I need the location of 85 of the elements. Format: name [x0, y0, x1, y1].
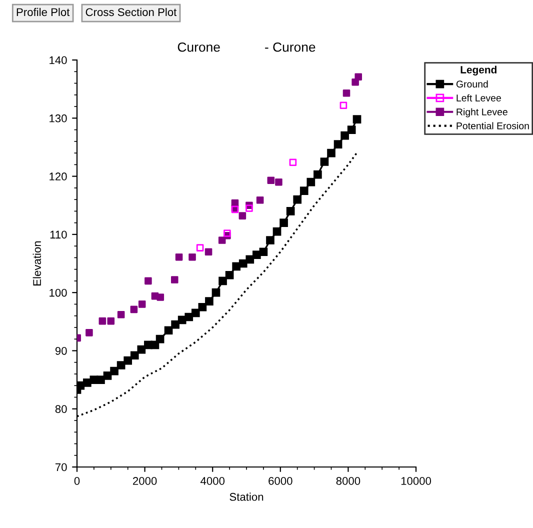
- y-axis-title: Elevation: [32, 241, 41, 286]
- y-tick-label: 110: [50, 230, 67, 239]
- point: [352, 115, 362, 124]
- point: [218, 276, 227, 286]
- y-tick-label: 100: [50, 288, 67, 297]
- point: [224, 230, 231, 237]
- x-tick-label: 10000: [401, 477, 432, 485]
- y-tick-label: 80: [55, 405, 67, 413]
- point: [96, 376, 105, 384]
- point: [232, 262, 240, 271]
- point: [266, 236, 274, 244]
- text: Cross Section Plot: [86, 8, 177, 16]
- point: [175, 253, 183, 261]
- point: [218, 236, 226, 244]
- point: [314, 170, 322, 179]
- y-tick-label: 130: [50, 114, 67, 122]
- point: [191, 308, 200, 318]
- y-tick-label: 90: [55, 346, 67, 355]
- point: [116, 361, 126, 370]
- legend-label: Right Levee: [456, 108, 508, 118]
- point: [300, 186, 308, 195]
- point: [137, 345, 146, 354]
- point: [204, 248, 212, 256]
- point: [83, 378, 92, 387]
- point: [246, 204, 253, 212]
- point: [327, 148, 336, 158]
- legend-label: Left Levee: [456, 94, 501, 102]
- point: [286, 207, 295, 216]
- point: [188, 253, 196, 261]
- point: [156, 334, 164, 344]
- point: [170, 276, 178, 284]
- point: [275, 178, 282, 186]
- point: [320, 158, 329, 166]
- point: [289, 158, 297, 166]
- point: [306, 178, 316, 186]
- point: [238, 212, 246, 220]
- point: [110, 366, 118, 376]
- point: [130, 351, 139, 360]
- legend-label: Ground: [456, 80, 488, 88]
- point: [171, 320, 180, 329]
- point: [293, 195, 302, 204]
- point: [117, 311, 125, 318]
- legend-label: Potential Erosion: [456, 122, 529, 130]
- point: [225, 270, 234, 280]
- point: [340, 102, 348, 109]
- point: [107, 317, 115, 325]
- point: [272, 227, 282, 236]
- x-tick-label: 6000: [268, 477, 292, 485]
- point: [144, 277, 152, 285]
- point: [342, 90, 350, 97]
- point: [280, 218, 288, 227]
- point: [98, 317, 106, 325]
- point: [124, 356, 132, 365]
- point: [196, 244, 204, 252]
- point: [246, 255, 254, 264]
- point: [354, 73, 362, 81]
- point: [347, 126, 356, 134]
- point: [340, 131, 349, 140]
- y-tick-label: 70: [55, 463, 67, 472]
- point: [130, 306, 138, 314]
- point: [267, 176, 275, 184]
- x-tick-label: 2000: [133, 477, 157, 485]
- point: [178, 316, 186, 324]
- point: [259, 248, 268, 256]
- y-tick-label: 120: [50, 172, 67, 180]
- point: [184, 312, 194, 322]
- point: [86, 329, 93, 336]
- point: [212, 288, 220, 297]
- point: [103, 372, 112, 380]
- point: [205, 297, 214, 306]
- point: [164, 326, 173, 335]
- y-tick-label: 140: [50, 56, 67, 64]
- point: [156, 294, 164, 301]
- point: [334, 140, 342, 148]
- x-tick-label: 0: [74, 477, 80, 485]
- x-axis-title: Station: [230, 492, 264, 501]
- legend-title: Legend: [460, 66, 496, 76]
- point: [252, 250, 261, 259]
- point: [198, 302, 207, 312]
- x-tick-label: 4000: [200, 477, 225, 485]
- x-tick-label: 8000: [336, 477, 360, 485]
- point: [138, 300, 146, 308]
- chart-title: Curone - Curone: [178, 42, 316, 52]
- text: Profile Plot: [16, 8, 70, 16]
- point: [256, 196, 264, 204]
